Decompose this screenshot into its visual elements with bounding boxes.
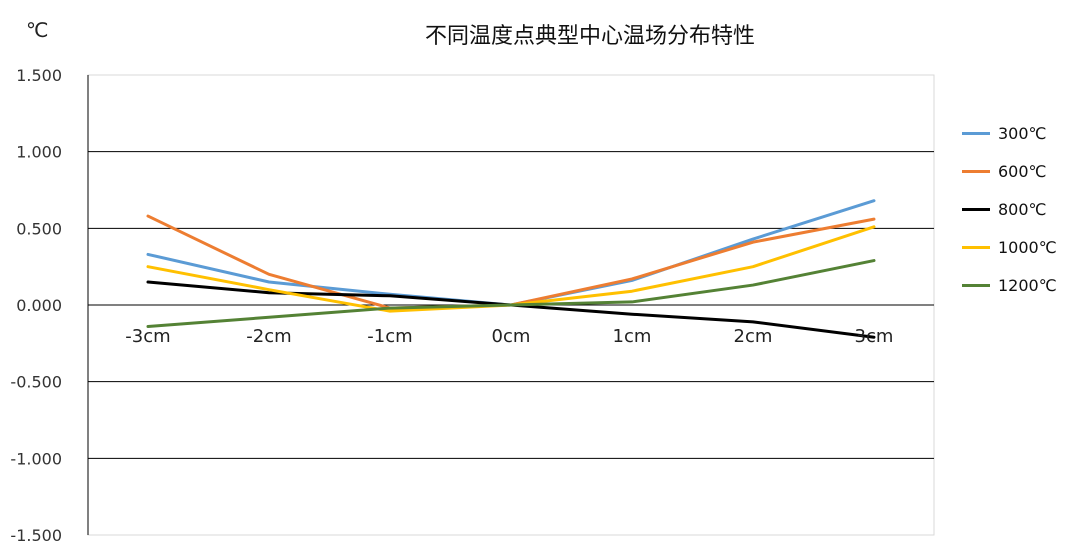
legend-label: 300℃: [998, 123, 1047, 143]
y-tick-label: -0.500: [10, 373, 62, 392]
legend-label: 1200℃: [998, 275, 1057, 295]
y-tick-label: -1.000: [10, 449, 62, 468]
y-tick-label: 0.000: [16, 296, 62, 315]
legend-label: 600℃: [998, 161, 1047, 181]
y-tick-label: 0.500: [16, 219, 62, 238]
legend-label: 1000℃: [998, 237, 1057, 257]
series-line: [146, 259, 876, 328]
legend-item: 1000℃: [962, 228, 1057, 266]
x-tick-label: -3cm: [125, 326, 170, 347]
legend-item: 1200℃: [962, 266, 1057, 304]
y-tick-label: 1.000: [16, 143, 62, 162]
legend-swatch: [962, 245, 990, 249]
y-tick-label: 1.500: [16, 66, 62, 85]
x-tick-label: 2cm: [734, 326, 773, 347]
legend-label: 800℃: [998, 199, 1047, 219]
legend-swatch: [962, 283, 990, 287]
x-tick-label: -1cm: [367, 326, 412, 347]
x-tick-label: -2cm: [246, 326, 291, 347]
chart-legend: 300℃ 600℃ 800℃ 1000℃ 1200℃: [962, 114, 1057, 304]
series-line: [146, 199, 876, 307]
legend-swatch: [962, 169, 990, 173]
legend-item: 300℃: [962, 114, 1057, 152]
x-tick-label: 0cm: [492, 326, 531, 347]
x-tick-label: 3cm: [855, 326, 894, 347]
y-unit-label: ℃: [26, 18, 49, 42]
y-tick-label: -1.500: [10, 526, 62, 545]
x-tick-label: 1cm: [613, 326, 652, 347]
legend-swatch: [962, 131, 990, 135]
legend-swatch: [962, 207, 990, 211]
legend-item: 600℃: [962, 152, 1057, 190]
legend-item: 800℃: [962, 190, 1057, 228]
chart-title: 不同温度点典型中心温场分布特性: [424, 24, 755, 49]
